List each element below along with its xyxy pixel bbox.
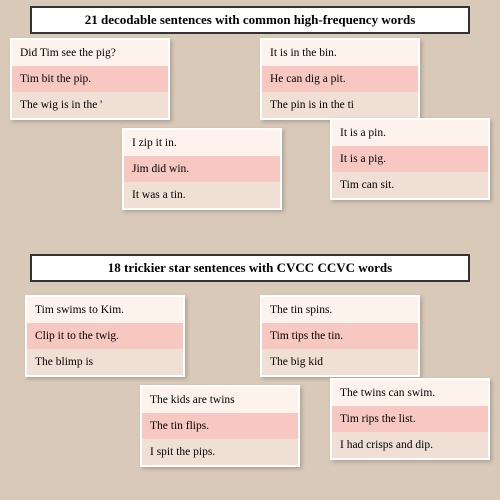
sentence-card: It is a pin. It is a pig. Tim can sit. bbox=[330, 118, 490, 200]
sentence-card: The tin spins. Tim tips the tin. The big… bbox=[260, 295, 420, 377]
heading-star-sentences: 18 trickier star sentences with CVCC CCV… bbox=[30, 254, 470, 282]
sentence-row: Tim rips the list. bbox=[332, 406, 488, 432]
sentence-row: Tim bit the pip. bbox=[12, 66, 168, 92]
sentence-card: I zip it in. Jim did win. It was a tin. bbox=[122, 128, 282, 210]
heading-decodable: 21 decodable sentences with common high-… bbox=[30, 6, 470, 34]
sentence-row: It is a pin. bbox=[332, 120, 488, 146]
sentence-row: The wig is in the ' bbox=[12, 92, 168, 118]
sentence-row: Tim tips the tin. bbox=[262, 323, 418, 349]
sentence-row: The pin is in the ti bbox=[262, 92, 418, 118]
sentence-row: It is in the bin. bbox=[262, 40, 418, 66]
sentence-row: The twins can swim. bbox=[332, 380, 488, 406]
sentence-row: He can dig a pit. bbox=[262, 66, 418, 92]
sentence-row: Jim did win. bbox=[124, 156, 280, 182]
sentence-row: The blimp is bbox=[27, 349, 183, 375]
sentence-row: Clip it to the twig. bbox=[27, 323, 183, 349]
sentence-row: Tim can sit. bbox=[332, 172, 488, 198]
sentence-row: It is a pig. bbox=[332, 146, 488, 172]
sentence-row: I spit the pips. bbox=[142, 439, 298, 465]
sentence-card: It is in the bin. He can dig a pit. The … bbox=[260, 38, 420, 120]
sentence-row: Tim swims to Kim. bbox=[27, 297, 183, 323]
sentence-row: It was a tin. bbox=[124, 182, 280, 208]
sentence-card: The twins can swim. Tim rips the list. I… bbox=[330, 378, 490, 460]
sentence-card: Tim swims to Kim. Clip it to the twig. T… bbox=[25, 295, 185, 377]
sentence-row: Did Tim see the pig? bbox=[12, 40, 168, 66]
sentence-card: The kids are twins The tin flips. I spit… bbox=[140, 385, 300, 467]
sentence-row: The big kid bbox=[262, 349, 418, 375]
sentence-row: I zip it in. bbox=[124, 130, 280, 156]
sentence-row: I had crisps and dip. bbox=[332, 432, 488, 458]
sentence-row: The kids are twins bbox=[142, 387, 298, 413]
sentence-card: Did Tim see the pig? Tim bit the pip. Th… bbox=[10, 38, 170, 120]
sentence-row: The tin flips. bbox=[142, 413, 298, 439]
sentence-row: The tin spins. bbox=[262, 297, 418, 323]
